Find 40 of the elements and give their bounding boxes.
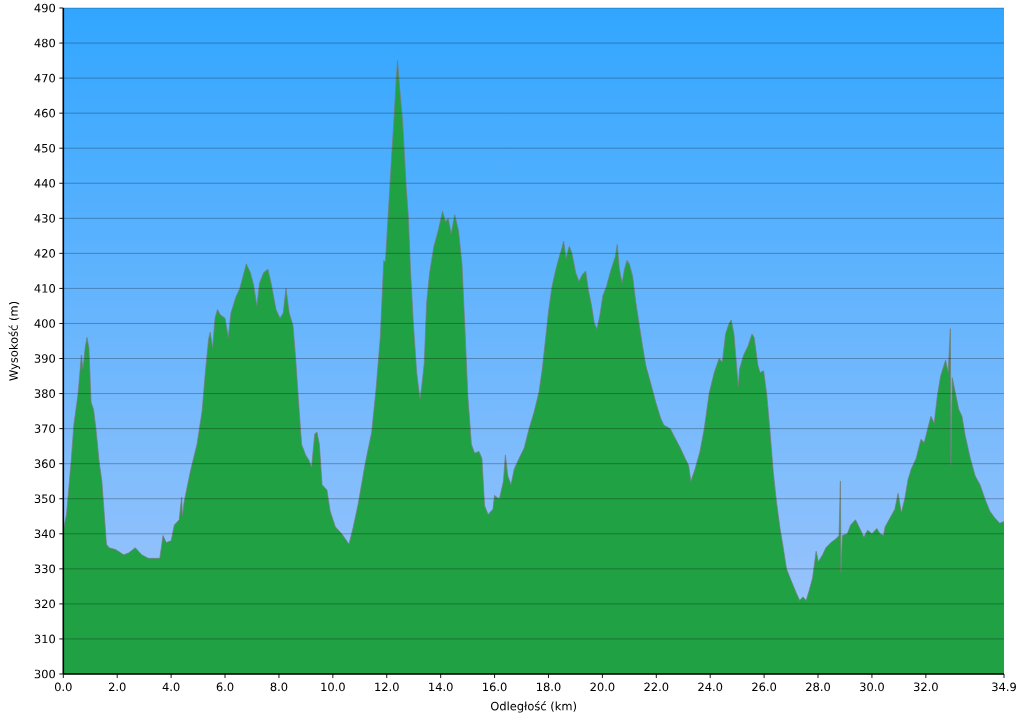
x-tick-label: 24.0 <box>698 682 723 692</box>
x-tick-label: 0.0 <box>54 682 72 692</box>
x-tick-label: 30.0 <box>860 682 884 692</box>
x-tick-label: 18.0 <box>536 682 561 692</box>
x-tick-label: 32.0 <box>913 682 938 692</box>
x-tick-label: 28.0 <box>806 682 831 692</box>
y-tick-label: 400 <box>34 319 56 328</box>
y-tick-label: 490 <box>34 3 56 13</box>
y-tick-label: 320 <box>34 599 56 609</box>
x-tick-label: 34.9 <box>992 682 1016 692</box>
y-tick-label: 360 <box>34 459 56 469</box>
y-tick-label: 390 <box>34 354 56 363</box>
x-tick-label: 10.0 <box>321 682 345 692</box>
y-tick-label: 440 <box>34 178 56 188</box>
y-tick-label: 450 <box>34 143 56 153</box>
x-tick-label: 16.0 <box>483 682 507 692</box>
y-tick-label: 350 <box>34 494 56 504</box>
y-tick-label: 330 <box>34 564 56 574</box>
x-tick-label: 26.0 <box>752 682 777 692</box>
y-tick-label: 470 <box>34 73 56 83</box>
y-tick-label: 420 <box>34 249 56 258</box>
y-tick-label: 310 <box>34 634 56 644</box>
y-tick-label: 460 <box>34 108 56 118</box>
x-tick-label: 20.0 <box>590 682 615 692</box>
y-axis-title: Wysokość (m) <box>8 301 21 381</box>
y-tick-label: 370 <box>34 424 56 433</box>
y-tick-label: 410 <box>34 284 56 293</box>
x-tick-label: 2.0 <box>108 682 126 692</box>
x-tick-label: 8.0 <box>270 682 288 692</box>
y-tick-label: 340 <box>34 529 56 539</box>
x-tick-label: 22.0 <box>644 682 669 692</box>
x-tick-label: 14.0 <box>429 682 453 692</box>
x-tick-label: 6.0 <box>216 682 234 692</box>
y-tick-label: 480 <box>34 38 56 48</box>
x-tick-label: 12.0 <box>375 682 399 692</box>
y-tick-label: 300 <box>34 669 56 679</box>
x-axis-title: Odległość (km) <box>490 701 577 713</box>
x-tick-label: 4.0 <box>162 682 180 692</box>
y-tick-label: 380 <box>34 389 56 398</box>
y-tick-label: 430 <box>34 213 56 223</box>
